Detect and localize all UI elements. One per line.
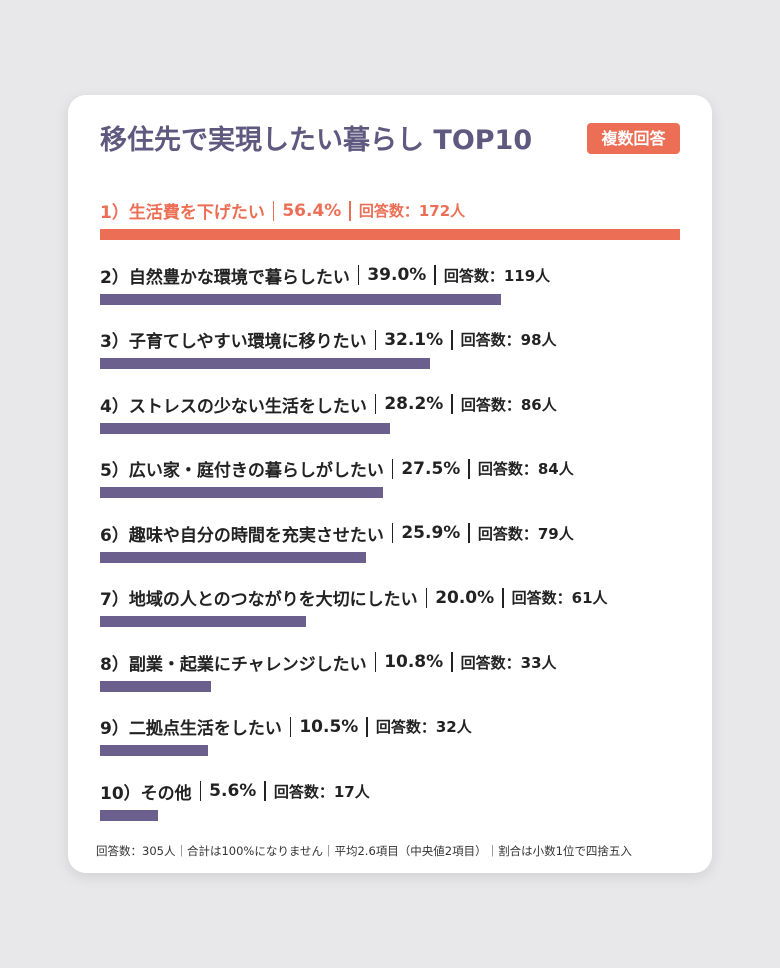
category-label: 自然豊かな環境で暮らしたい: [128, 267, 350, 288]
separator: [264, 781, 266, 801]
value-label: 56.4%: [282, 200, 342, 221]
category-label: 生活費を下げたい: [128, 203, 265, 223]
rank: 8）: [100, 654, 129, 675]
count-label: 回答数：33人: [460, 653, 557, 672]
value-label: 25.9%: [401, 523, 461, 543]
bar: [100, 229, 680, 240]
value-label: 20.0%: [435, 587, 495, 608]
category-label: 二拠点生活をしたい: [128, 719, 282, 739]
row-label: 5） 広い家・庭付きの暮らしがしたい 27.5% 回答数：84人: [100, 456, 574, 481]
value-label: 32.1%: [384, 329, 444, 350]
badge: 複数回答: [587, 123, 680, 154]
rank: 3）: [100, 332, 129, 352]
row-label: 3） 子育てしやすい環境に移りたい 32.1% 回答数：98人: [100, 327, 557, 352]
count-label: 回答数：32人: [375, 718, 472, 736]
row-label: 10） その他 5.6% 回答数：17人: [100, 779, 370, 804]
separator: [391, 523, 394, 543]
category-label: 副業・起業にチャレンジしたい: [128, 654, 367, 675]
rank: 10）: [100, 783, 141, 804]
value-label: 10.8%: [384, 652, 444, 672]
separator: [289, 716, 292, 737]
count-label: 回答数：119人: [443, 266, 551, 285]
count-label: 回答数：172人: [358, 202, 466, 220]
separator: [349, 200, 351, 221]
rank: 5）: [100, 461, 129, 481]
count-label: 回答数：98人: [460, 331, 557, 349]
separator: [374, 329, 377, 350]
separator: [366, 716, 368, 737]
value-label: 5.6%: [209, 781, 257, 801]
row-label: 6） 趣味や自分の時間を充実させたい 25.9% 回答数：79人: [100, 521, 574, 546]
row-label: 7） 地域の人とのつながりを大切にしたい 20.0% 回答数：61人: [100, 585, 608, 610]
separator: [468, 523, 470, 543]
separator: [451, 329, 453, 350]
category-label: ストレスの少ない生活をしたい: [128, 396, 367, 417]
category-label: 広い家・庭付きの暮らしがしたい: [128, 461, 384, 481]
value-label: 27.5%: [401, 458, 461, 479]
category-label: 趣味や自分の時間を充実させたい: [128, 525, 384, 546]
row-label: 9） 二拠点生活をしたい 10.5% 回答数：32人: [100, 714, 472, 739]
separator: [357, 265, 360, 285]
separator: [374, 394, 377, 414]
row-label: 4） ストレスの少ない生活をしたい 28.2% 回答数：86人: [100, 392, 557, 417]
count-label: 回答数：17人: [273, 782, 370, 801]
value-label: 28.2%: [384, 394, 444, 414]
separator: [425, 587, 428, 608]
rank: 4）: [100, 396, 129, 417]
separator: [434, 265, 436, 285]
bar: [100, 422, 390, 434]
separator: [199, 781, 202, 801]
separator: [272, 200, 275, 221]
separator: [468, 458, 470, 479]
bar: [100, 809, 158, 821]
footnote: 回答数：305人｜合計は100%になりません｜平均2.6項目（中央値2項目）｜割…: [96, 844, 632, 858]
separator: [451, 652, 453, 672]
card: [68, 95, 712, 873]
value-label: 39.0%: [367, 265, 427, 285]
separator: [502, 587, 504, 608]
bar: [100, 551, 367, 563]
separator: [374, 652, 377, 672]
separator: [391, 458, 394, 479]
chart-title: 移住先で実現したい暮らし TOP10: [100, 125, 533, 156]
category-label: その他: [140, 783, 192, 804]
row-label: 1） 生活費を下げたい 56.4% 回答数：172人: [100, 198, 465, 223]
bar: [100, 293, 502, 305]
bar: [100, 487, 383, 498]
rank: 6）: [100, 525, 129, 546]
count-label: 回答数：79人: [477, 524, 574, 543]
separator: [451, 394, 453, 414]
count-label: 回答数：61人: [511, 589, 608, 607]
count-label: 回答数：86人: [460, 395, 557, 414]
count-label: 回答数：84人: [477, 460, 574, 478]
bar: [100, 745, 208, 756]
category-label: 子育てしやすい環境に移りたい: [128, 332, 367, 352]
rank: 9）: [100, 719, 129, 739]
rank: 7）: [100, 590, 129, 610]
category-label: 地域の人とのつながりを大切にしたい: [128, 590, 418, 610]
rank: 1）: [100, 203, 129, 223]
rank: 2）: [100, 267, 129, 288]
bar: [100, 680, 212, 692]
bar: [100, 358, 431, 369]
value-label: 10.5%: [299, 716, 359, 737]
bar: [100, 616, 306, 627]
row-label: 8） 副業・起業にチャレンジしたい 10.8% 回答数：33人: [100, 650, 557, 675]
row-label: 2） 自然豊かな環境で暮らしたい 39.0% 回答数：119人: [100, 263, 550, 288]
